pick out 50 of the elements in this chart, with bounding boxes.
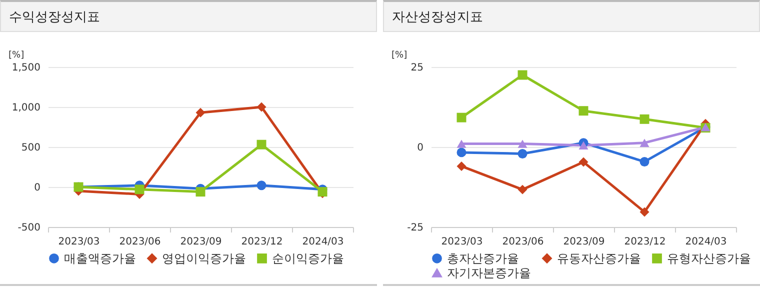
x-tick-label: 2024/03: [685, 236, 727, 248]
y-axis-title: [%]: [392, 50, 408, 60]
legend-label: 자기자본증가율: [447, 266, 531, 280]
point: [518, 140, 528, 148]
point: [640, 114, 650, 124]
x-tick-label: 2023/09: [180, 236, 222, 248]
point: [640, 156, 650, 166]
point: [640, 138, 650, 147]
legend-label: 유동자산증가율: [557, 251, 641, 266]
x-tick-label: 2023/06: [119, 236, 161, 248]
x-tick-label: 2023/12: [241, 236, 283, 248]
x-tick-label: 2023/09: [563, 236, 605, 248]
x-tick-label: 2024/03: [302, 236, 344, 248]
x-tick-label: 2023/06: [502, 236, 544, 248]
point: [456, 112, 466, 122]
x-tick-label: 2023/12: [624, 236, 666, 248]
point: [578, 157, 588, 167]
point: [518, 184, 528, 194]
point: [256, 102, 266, 112]
point: [134, 184, 144, 194]
legend-label: 매출액증가율: [64, 251, 136, 266]
y-tick-label: -500: [18, 222, 40, 234]
legend-label: 총자산증가율: [447, 251, 519, 266]
x-tick-label: 2023/03: [441, 236, 483, 248]
point: [578, 141, 588, 150]
y-axis-title: [%]: [8, 50, 24, 60]
point: [518, 70, 528, 80]
legend-label: 영업이익증가율: [162, 251, 246, 266]
point: [456, 148, 466, 158]
point: [578, 106, 588, 116]
legend-label: 유형자산증가율: [667, 251, 751, 266]
point: [456, 161, 466, 171]
point: [256, 140, 266, 150]
y-tick-label: -25: [407, 222, 424, 234]
point: [196, 187, 206, 197]
y-tick-label: 1,000: [12, 102, 40, 114]
y-tick-label: 500: [21, 142, 40, 154]
chart-title: 자산성장성지표: [383, 0, 760, 32]
x-tick-label: 2023/03: [58, 236, 100, 248]
point: [640, 207, 650, 217]
point: [518, 148, 528, 158]
y-tick-label: 0: [417, 142, 424, 154]
y-tick-label: 1,500: [12, 62, 40, 74]
y-tick-label: 25: [410, 62, 424, 74]
point: [456, 140, 466, 148]
y-tick-label: 0: [34, 182, 40, 194]
legend-label: 순이익증가율: [272, 251, 344, 266]
point: [256, 180, 266, 190]
chart-title: 수익성장성지표: [0, 0, 377, 32]
point: [196, 108, 206, 118]
